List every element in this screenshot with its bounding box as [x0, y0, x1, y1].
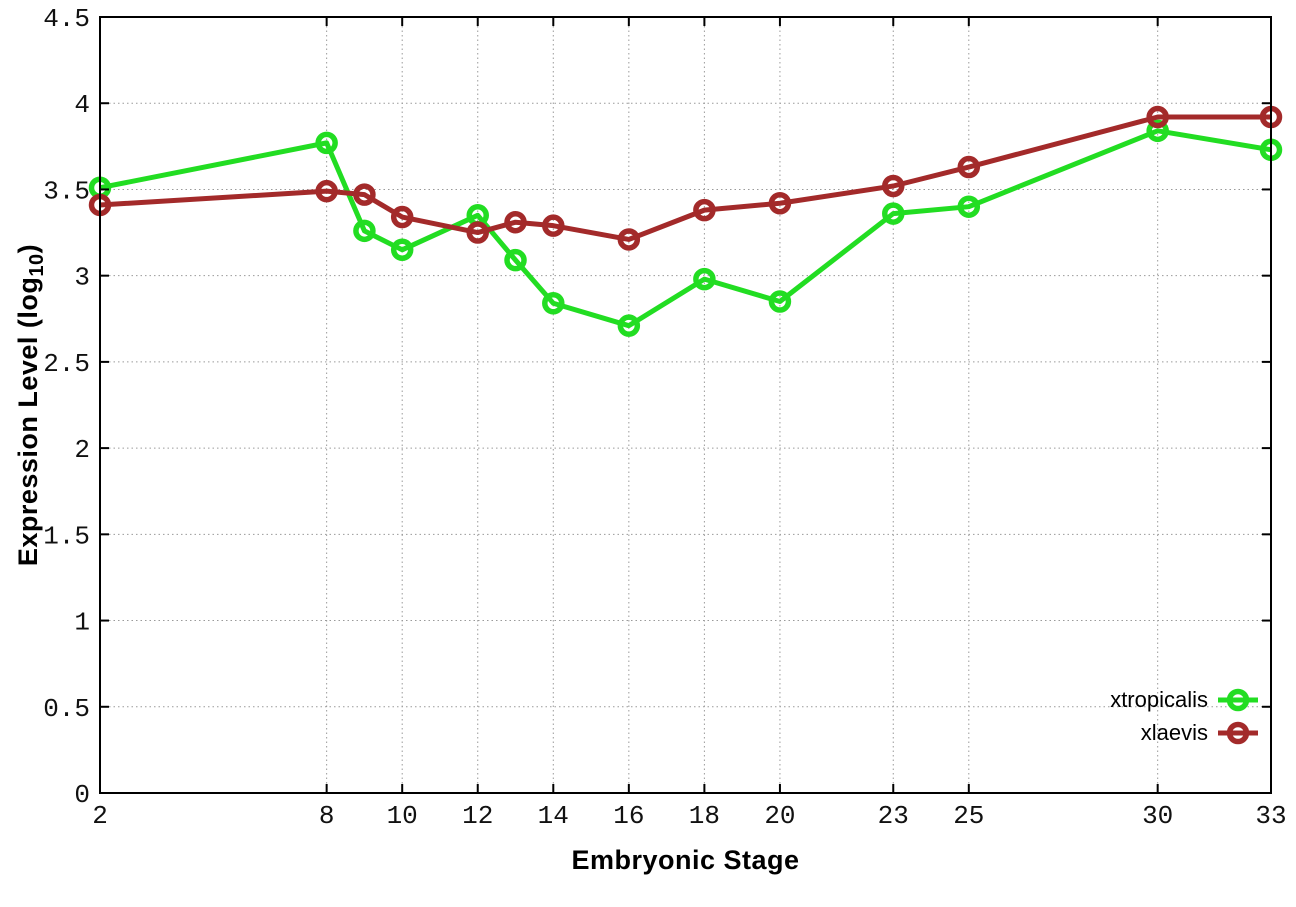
legend-item-xtropicalis: xtropicalis [1110, 683, 1260, 716]
series-xlaevis [88, 105, 1283, 251]
legend-marker-circle [1226, 721, 1250, 744]
data-point-xtropicalis [693, 267, 716, 291]
data-point-xtropicalis [1146, 119, 1169, 143]
data-point-xlaevis [768, 191, 792, 215]
y-axis-title: Expression Level (log10) [13, 244, 49, 566]
data-point-xtropicalis [315, 131, 338, 155]
data-point-xtropicalis [504, 248, 527, 272]
data-point-xlaevis [466, 221, 489, 244]
y-axis-title-subscript: 10 [26, 253, 49, 277]
data-point-xtropicalis [768, 290, 792, 313]
x-tick-label: 16 [613, 801, 644, 831]
series-line-xtropicalis [99, 128, 1272, 329]
y-tick-label: 0.5 [43, 694, 90, 724]
data-point-xtropicalis [353, 219, 376, 243]
data-point-xlaevis [882, 174, 905, 198]
legend-label-xlaevis: xlaevis [1140, 719, 1208, 745]
axis-ticks [99, 16, 1272, 794]
legend: xtropicalis xlaevis [1110, 683, 1260, 749]
y-tick-label: 1 [74, 608, 90, 638]
plot-border [99, 16, 1272, 794]
x-tick-label: 25 [953, 801, 984, 831]
xtropicalis-line-marker-icon [1218, 688, 1258, 711]
data-point-xlaevis [504, 210, 527, 234]
y-axis-title-text: Expression Level (log [12, 276, 43, 567]
x-axis-title: Embryonic Stage [571, 845, 800, 875]
y-tick-label: 4.5 [43, 4, 90, 34]
data-point-xlaevis [1146, 105, 1169, 129]
x-tick-label: 2 [92, 801, 108, 831]
data-point-xlaevis [353, 183, 376, 206]
y-tick-label: 0 [74, 780, 90, 810]
x-tick-label: 30 [1142, 801, 1173, 831]
y-tick-label: 3 [74, 263, 90, 293]
series-xtropicalis [88, 119, 1283, 337]
series-line-xlaevis [99, 114, 1271, 242]
x-tick-label: 18 [689, 801, 720, 831]
y-tick-label: 3.5 [43, 176, 90, 206]
x-tick-label: 33 [1255, 801, 1286, 831]
x-tick-label: 20 [764, 801, 795, 831]
data-point-xlaevis [617, 228, 641, 251]
data-point-xtropicalis [542, 292, 565, 315]
legend-label-xtropicalis: xtropicalis [1110, 686, 1208, 712]
x-tick-label: 23 [878, 801, 909, 831]
legend-item-xlaevis: xlaevis [1110, 716, 1260, 749]
data-point-xlaevis [693, 198, 716, 222]
y-tick-label: 4 [74, 90, 90, 120]
x-tick-label: 14 [538, 801, 569, 831]
data-point-xtropicalis [617, 314, 641, 337]
x-tick-label: 10 [387, 801, 418, 831]
data-point-xlaevis [390, 205, 414, 229]
y-tick-label: 2 [74, 435, 90, 465]
tick-labels: 0 0.5 1 1.5 2 2.5 3 3.5 4 4.5 2 8 10 12 14 16 18 20 23 25 30… [43, 4, 1286, 831]
x-tick-label: 12 [462, 801, 493, 831]
legend-marker-circle [1226, 688, 1250, 711]
y-axis-title-suffix: ) [12, 243, 43, 254]
y-tick-label: 2.5 [43, 349, 90, 379]
y-tick-label: 1.5 [43, 521, 90, 551]
data-point-xtropicalis [390, 238, 414, 262]
data-point-xlaevis [957, 155, 981, 179]
data-point-xtropicalis [957, 195, 981, 218]
xlaevis-line-marker-icon [1218, 721, 1258, 744]
data-point-xlaevis [315, 179, 338, 203]
data-point-xtropicalis [882, 202, 905, 225]
data-point-xlaevis [542, 214, 565, 237]
x-tick-label: 8 [319, 801, 335, 831]
